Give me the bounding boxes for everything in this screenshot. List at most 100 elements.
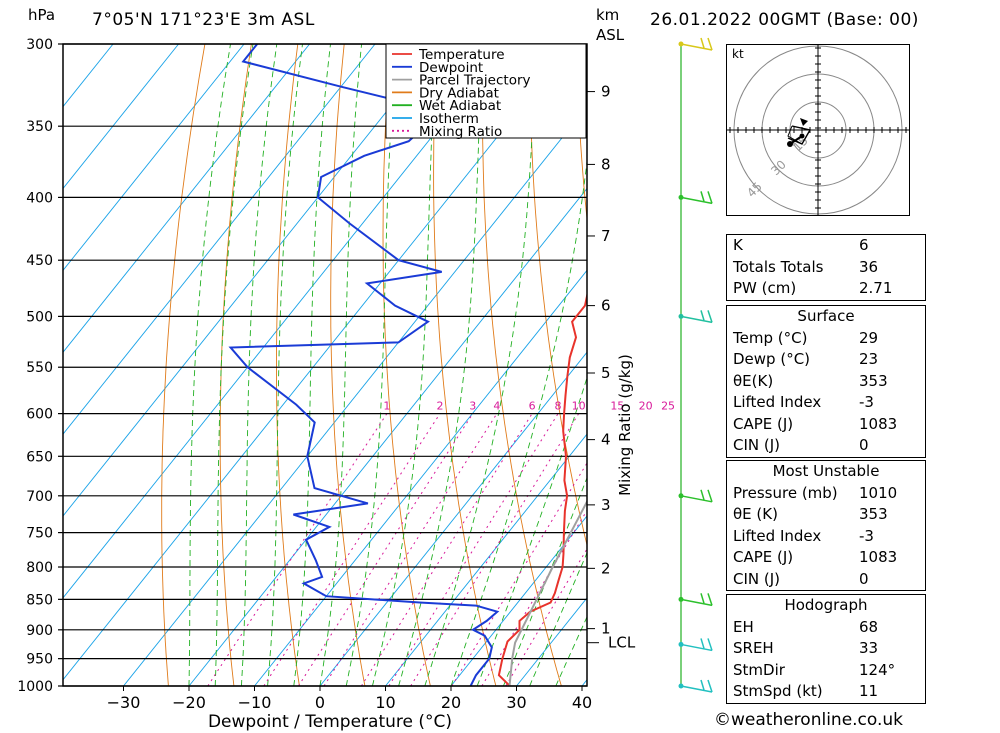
surface-row-temp: Temp (°C) 29	[727, 328, 925, 350]
location-title: 7°05'N 171°23'E 3m ASL	[92, 10, 315, 30]
pressure-tick-label: 950	[26, 652, 53, 668]
surface-row-li: Lifted Index -3	[727, 392, 925, 414]
height-tick-label: 7	[601, 227, 611, 245]
mu-value: 1083	[859, 548, 898, 566]
mixing-ratio-label: 3	[469, 400, 476, 413]
surface-table: Surface Temp (°C) 29 Dewp (°C) 23 θE(K) 353…	[726, 305, 926, 458]
surface-value: 353	[859, 371, 888, 390]
mixing-ratio-label: 15	[610, 400, 624, 413]
wet-adiabat-line	[450, 157, 587, 686]
mixing-ratio-label: 25	[661, 400, 675, 413]
lcl-label: LCL	[608, 634, 636, 652]
wind-barb-staff	[680, 196, 713, 205]
surface-value: 0	[859, 436, 869, 454]
index-value: 36	[859, 257, 879, 276]
pressure-tick-label: 350	[26, 119, 53, 135]
mu-label: CIN (J)	[733, 569, 781, 588]
hodo-row-stmdir: StmDir 124°	[727, 660, 925, 682]
mu-label: Lifted Index	[733, 526, 822, 545]
plot-frame	[62, 43, 588, 687]
height-tick-label: 5	[601, 364, 611, 382]
legend-label: Dry Adiabat	[419, 85, 499, 101]
pressure-tick-label: 650	[26, 449, 53, 465]
height-tick-label: 9	[601, 83, 611, 101]
isotherm-line	[123, 105, 587, 686]
mixing-ratio-line	[388, 413, 559, 686]
mixing-ratio-line	[451, 462, 587, 686]
isotherm-line	[63, 44, 507, 599]
date-title: 26.01.2022 00GMT (Base: 00)	[650, 10, 919, 30]
index-label: K	[733, 236, 743, 254]
pressure-tick-label: 700	[26, 489, 53, 505]
pressure-tick-label: 850	[26, 592, 53, 608]
wind-barb-staff	[680, 685, 713, 693]
pressure-tick-label: 800	[26, 560, 53, 576]
mixing-ratio-line	[263, 413, 441, 686]
mu-row-pressure: Pressure (mb) 1010	[727, 483, 925, 505]
mixing-ratio-label: 20	[639, 400, 653, 413]
mixing-ratio-label: 10	[572, 400, 586, 413]
hodograph-point	[787, 141, 793, 147]
mu-value: -3	[859, 526, 874, 545]
legend-label: Isotherm	[419, 111, 479, 127]
surface-label: Lifted Index	[733, 393, 822, 411]
mixing-ratio-label: 8	[555, 400, 562, 413]
dry-adiabat-line	[994, 44, 1000, 686]
mu-row-cin: CIN (J) 0	[727, 569, 925, 591]
wind-barb-staff	[680, 43, 713, 51]
wind-barb-staff	[680, 643, 713, 652]
pressure-unit-label: hPa	[28, 6, 56, 24]
wind-barb-flag	[707, 679, 713, 693]
surface-row-thetae: θE(K) 353	[727, 371, 925, 393]
mu-value: 353	[859, 505, 888, 523]
temperature-tick-label: −20	[172, 693, 206, 712]
surface-label: Dewp (°C)	[733, 350, 811, 368]
height-tick-label: 1	[601, 620, 611, 638]
wind-barb-flag	[707, 37, 713, 51]
most-unstable-title: Most Unstable	[772, 462, 880, 480]
mixing-ratio-line	[323, 413, 498, 686]
hodo-label: EH	[733, 617, 754, 636]
surface-label: CAPE (J)	[733, 414, 794, 433]
pressure-tick-label: 600	[26, 407, 53, 423]
surface-label: θE(K)	[733, 371, 774, 390]
height-tick-label: 6	[601, 297, 611, 315]
dry-adiabat-line	[948, 44, 1000, 686]
index-label: Totals Totals	[733, 257, 824, 276]
hodo-value: 33	[859, 639, 879, 657]
wet-adiabat-line	[502, 476, 587, 686]
legend-label: Wet Adiabat	[419, 98, 501, 114]
credit-link[interactable]: ©weatheronline.co.uk	[714, 710, 904, 730]
isotherm-line	[188, 187, 587, 686]
wind-barb-flag	[707, 310, 713, 323]
isotherm-line	[63, 44, 179, 190]
dry-adiabat-line	[575, 44, 587, 223]
temperature-tick-label: −30	[107, 693, 141, 712]
legend-label: Temperature	[418, 47, 505, 63]
pressure-tick-label: 450	[26, 253, 53, 269]
hodo-value: 11	[859, 682, 879, 700]
isotherm-line	[63, 44, 376, 435]
dry-adiabat-line	[382, 44, 431, 686]
dry-adiabat-line	[433, 44, 497, 686]
asl-unit-label: ASL	[596, 26, 625, 44]
mu-row-li: Lifted Index -3	[727, 526, 925, 548]
mixing-ratio-line	[360, 413, 533, 686]
hodo-label: StmSpd (kt)	[733, 682, 823, 700]
wind-barb-flag	[700, 191, 705, 202]
isotherm-line	[63, 44, 310, 353]
hodograph-arrow-icon	[800, 118, 808, 126]
wet-adiabat-line	[476, 376, 587, 686]
index-label: PW (cm)	[733, 279, 797, 297]
mixing-ratio-line	[298, 413, 474, 686]
surface-label: Temp (°C)	[733, 328, 808, 347]
mixing-ratio-label: 1	[383, 400, 390, 413]
hodo-value: 68	[859, 617, 879, 636]
legend-label: Mixing Ratio	[419, 124, 502, 140]
temperature-line	[497, 291, 587, 686]
wind-barb-flag	[707, 638, 713, 651]
km-unit-label: km	[596, 6, 620, 24]
hodograph-stats-table: Hodograph EH 68 SREH 33 StmDir 124° StmSpd …	[726, 594, 926, 704]
mu-value: 0	[859, 569, 869, 588]
